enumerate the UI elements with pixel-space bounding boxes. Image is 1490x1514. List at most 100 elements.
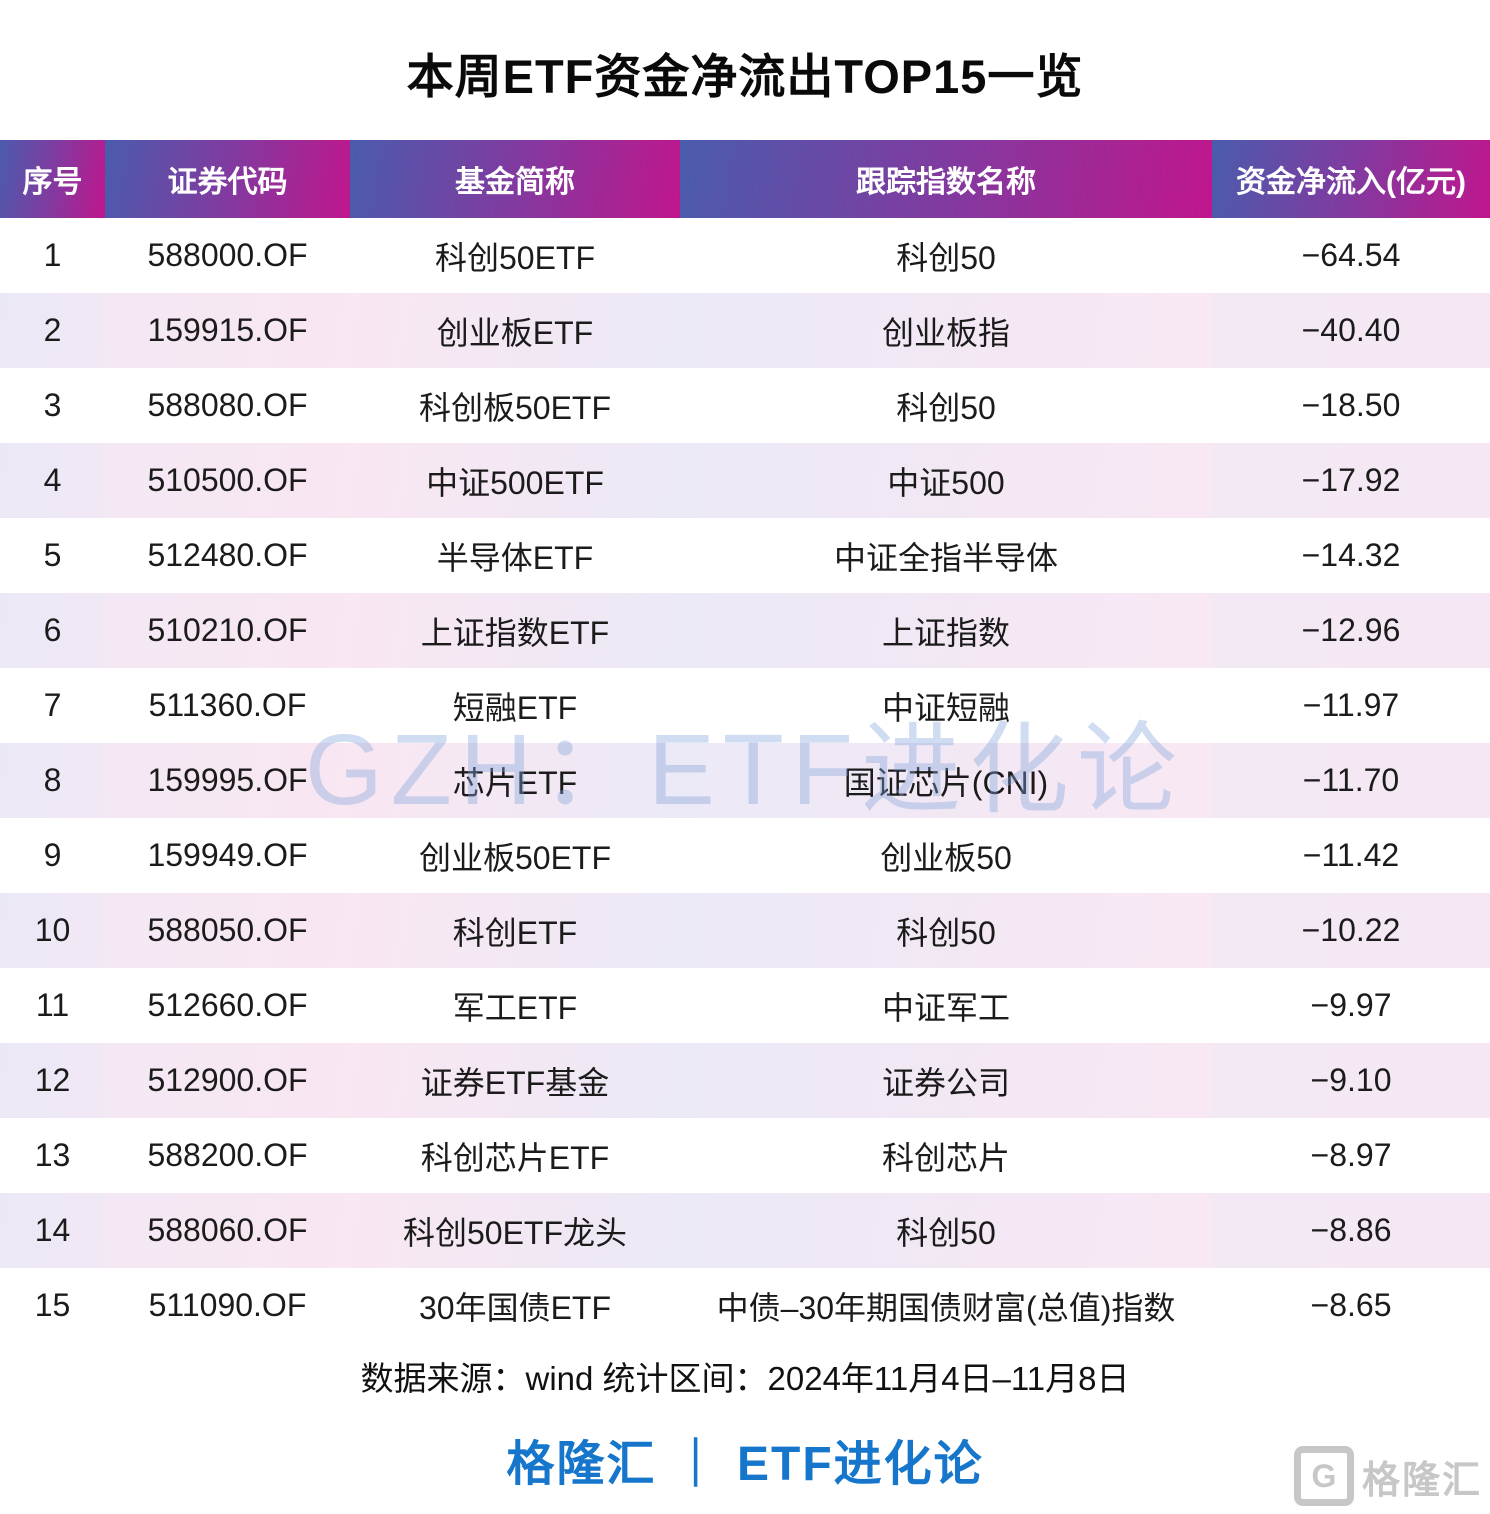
- table-cell: 5: [0, 518, 105, 593]
- table-cell: 14: [0, 1193, 105, 1268]
- col-header-net-flow: 资金净流入(亿元): [1212, 140, 1490, 218]
- table-cell: 科创50: [680, 368, 1212, 443]
- page-title: 本周ETF资金净流出TOP15一览: [406, 50, 1084, 103]
- table-row: 5 512480.OF 半导体ETF 中证全指半导体 −14.32: [0, 518, 1490, 593]
- table-cell: 科创50: [680, 893, 1212, 968]
- table-body: 1 588000.OF 科创50ETF 科创50 −64.54 2 159915.OF 创业板…: [0, 218, 1490, 1343]
- table-cell: 6: [0, 593, 105, 668]
- table-cell: 证券ETF基金: [350, 1043, 680, 1118]
- table-cell: −12.96: [1212, 593, 1490, 668]
- table-cell: −40.40: [1212, 293, 1490, 368]
- table-cell: −8.86: [1212, 1193, 1490, 1268]
- table-cell: 588050.OF: [105, 893, 350, 968]
- table-row: 8 159995.OF 芯片ETF 国证芯片(CNI) −11.70: [0, 743, 1490, 818]
- table-cell: 512480.OF: [105, 518, 350, 593]
- table-cell: 证券公司: [680, 1043, 1212, 1118]
- table-cell: 创业板50: [680, 818, 1212, 893]
- table-row: 11 512660.OF 军工ETF 中证军工 −9.97: [0, 968, 1490, 1043]
- table-row: 10 588050.OF 科创ETF 科创50 −10.22: [0, 893, 1490, 968]
- table-cell: 科创ETF: [350, 893, 680, 968]
- table-cell: 588060.OF: [105, 1193, 350, 1268]
- table-cell: 短融ETF: [350, 668, 680, 743]
- table-cell: 创业板50ETF: [350, 818, 680, 893]
- table-cell: 创业板ETF: [350, 293, 680, 368]
- table-cell: 2: [0, 293, 105, 368]
- table-cell: 中证军工: [680, 968, 1212, 1043]
- table-cell: 中债–30年期国债财富(总值)指数: [680, 1268, 1212, 1343]
- table-cell: −8.97: [1212, 1118, 1490, 1193]
- table-cell: −9.10: [1212, 1043, 1490, 1118]
- table-row: 2 159915.OF 创业板ETF 创业板指 −40.40: [0, 293, 1490, 368]
- table-cell: 科创芯片: [680, 1118, 1212, 1193]
- table-cell: 8: [0, 743, 105, 818]
- table-cell: 512900.OF: [105, 1043, 350, 1118]
- table-cell: 510500.OF: [105, 443, 350, 518]
- table-cell: 159915.OF: [105, 293, 350, 368]
- table-cell: 12: [0, 1043, 105, 1118]
- table-cell: 中证全指半导体: [680, 518, 1212, 593]
- table-cell: 11: [0, 968, 105, 1043]
- table-row: 12 512900.OF 证券ETF基金 证券公司 −9.10: [0, 1043, 1490, 1118]
- table-cell: −10.22: [1212, 893, 1490, 968]
- table-cell: 国证芯片(CNI): [680, 743, 1212, 818]
- table-cell: 科创50ETF龙头: [350, 1193, 680, 1268]
- table-cell: 中证500ETF: [350, 443, 680, 518]
- table-row: 4 510500.OF 中证500ETF 中证500 −17.92: [0, 443, 1490, 518]
- table-cell: 588200.OF: [105, 1118, 350, 1193]
- table-cell: 科创芯片ETF: [350, 1118, 680, 1193]
- table-cell: 中证500: [680, 443, 1212, 518]
- table-cell: −11.42: [1212, 818, 1490, 893]
- table-cell: 创业板指: [680, 293, 1212, 368]
- table-cell: 512660.OF: [105, 968, 350, 1043]
- table-cell: 511090.OF: [105, 1268, 350, 1343]
- table-cell: −64.54: [1212, 218, 1490, 293]
- table-cell: 1: [0, 218, 105, 293]
- table-cell: 3: [0, 368, 105, 443]
- table-cell: 中证短融: [680, 668, 1212, 743]
- table-cell: 588000.OF: [105, 218, 350, 293]
- table-cell: 科创板50ETF: [350, 368, 680, 443]
- table-cell: 科创50: [680, 1193, 1212, 1268]
- table-cell: 7: [0, 668, 105, 743]
- table-cell: 9: [0, 818, 105, 893]
- table-row: 14 588060.OF 科创50ETF龙头 科创50 −8.86: [0, 1193, 1490, 1268]
- col-header-code: 证券代码: [105, 140, 350, 218]
- table-cell: 510210.OF: [105, 593, 350, 668]
- table-cell: 159995.OF: [105, 743, 350, 818]
- table-cell: 上证指数: [680, 593, 1212, 668]
- table-cell: −9.97: [1212, 968, 1490, 1043]
- gelonghui-logo-text: 格隆汇: [1361, 1459, 1482, 1502]
- table-cell: 511360.OF: [105, 668, 350, 743]
- table-cell: −11.70: [1212, 743, 1490, 818]
- table-cell: −14.32: [1212, 518, 1490, 593]
- table-cell: 军工ETF: [350, 968, 680, 1043]
- table-cell: 13: [0, 1118, 105, 1193]
- col-header-index-name: 跟踪指数名称: [680, 140, 1212, 218]
- etf-outflow-table: 序号 证券代码 基金简称 跟踪指数名称 资金净流入(亿元) 1 588000.OF…: [0, 140, 1490, 1343]
- table-cell: 159949.OF: [105, 818, 350, 893]
- table-cell: −17.92: [1212, 443, 1490, 518]
- table-cell: 15: [0, 1268, 105, 1343]
- data-source-note: 数据来源：wind 统计区间：2024年11月4日–11月8日: [360, 1360, 1130, 1397]
- table-cell: −8.65: [1212, 1268, 1490, 1343]
- table-row: 3 588080.OF 科创板50ETF 科创50 −18.50: [0, 368, 1490, 443]
- table-cell: 芯片ETF: [350, 743, 680, 818]
- brand-footer: 格隆汇 ｜ ETF进化论: [506, 1438, 984, 1491]
- table-cell: 4: [0, 443, 105, 518]
- gelonghui-g-icon: G: [1293, 1446, 1354, 1506]
- table-cell: 科创50ETF: [350, 218, 680, 293]
- table-cell: 588080.OF: [105, 368, 350, 443]
- table-row: 9 159949.OF 创业板50ETF 创业板50 −11.42: [0, 818, 1490, 893]
- table-cell: 半导体ETF: [350, 518, 680, 593]
- table-row: 6 510210.OF 上证指数ETF 上证指数 −12.96: [0, 593, 1490, 668]
- table-cell: 上证指数ETF: [350, 593, 680, 668]
- table-row: 7 511360.OF 短融ETF 中证短融 −11.97: [0, 668, 1490, 743]
- table-row: 1 588000.OF 科创50ETF 科创50 −64.54: [0, 218, 1490, 293]
- table-cell: 30年国债ETF: [350, 1268, 680, 1343]
- col-header-fund-name: 基金简称: [350, 140, 680, 218]
- gelonghui-logo: G 格隆汇: [1293, 1446, 1482, 1506]
- col-header-rank: 序号: [0, 140, 105, 218]
- table-cell: −11.97: [1212, 668, 1490, 743]
- table-row: 15 511090.OF 30年国债ETF 中债–30年期国债财富(总值)指数 −8.6…: [0, 1268, 1490, 1343]
